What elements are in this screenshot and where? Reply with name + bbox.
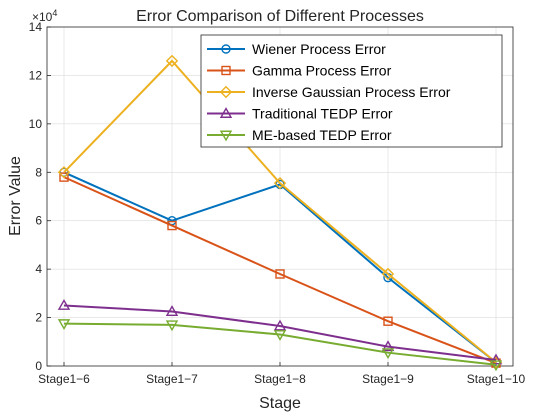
data-point-me-based-tedp-error bbox=[57, 319, 71, 331]
legend-items: Wiener Process Error Gamma Process Error I… bbox=[207, 41, 451, 143]
y-tick-label: 8 bbox=[35, 165, 42, 179]
data-point-gamma-process-error bbox=[383, 316, 393, 326]
series-line-me-based-tedp-error bbox=[63, 322, 497, 366]
y-exponent-label: ×104 bbox=[32, 8, 57, 24]
legend-item-inverse-gaussian-process-error: Inverse Gaussian Process Error bbox=[207, 84, 451, 100]
data-point-traditional-tedp-error bbox=[57, 299, 71, 310]
data-point-traditional-tedp-error bbox=[165, 305, 179, 316]
y-axis-title: Error Value bbox=[7, 156, 24, 236]
y-tick-label: 6 bbox=[35, 214, 42, 228]
series-inverse-gaussian-process-error bbox=[57, 54, 503, 369]
x-tick-label: Stage1−10 bbox=[467, 372, 526, 386]
y-tick-label: 10 bbox=[29, 117, 43, 131]
axes: 0 2 4 6 8 10 12 14 Stage1−6 Stage1−7 Stage1−8 Stage… bbox=[29, 20, 526, 386]
legend-box bbox=[200, 34, 503, 148]
legend-marker-me-based-tedp-error bbox=[219, 130, 233, 142]
legend-label-inverse-gaussian-process-error: Inverse Gaussian Process Error bbox=[252, 84, 451, 100]
series-group bbox=[57, 54, 503, 372]
data-point-me-based-tedp-error bbox=[165, 320, 179, 332]
legend: Wiener Process Error Gamma Process Error I… bbox=[200, 34, 503, 148]
legend-label-wiener-process-error: Wiener Process Error bbox=[252, 41, 386, 57]
legend-marker-wiener-process-error bbox=[221, 44, 231, 54]
y-tick-label: 12 bbox=[29, 68, 43, 82]
data-point-inverse-gaussian-process-error bbox=[381, 267, 395, 281]
data-point-me-based-tedp-error bbox=[273, 330, 287, 341]
y-tick-label: 14 bbox=[29, 20, 43, 34]
legend-marker-inverse-gaussian-process-error bbox=[219, 85, 233, 99]
axes-frame bbox=[46, 26, 514, 367]
y-exponent-power: 4 bbox=[52, 8, 57, 18]
y-tick-label: 2 bbox=[35, 311, 42, 325]
data-point-me-based-tedp-error bbox=[381, 348, 395, 360]
data-point-traditional-tedp-error bbox=[381, 340, 395, 352]
x-tick-label: Stage1−9 bbox=[362, 372, 414, 386]
legend-label-traditional-tedp-error: Traditional TEDP Error bbox=[252, 106, 393, 122]
legend-item-traditional-tedp-error: Traditional TEDP Error bbox=[207, 106, 393, 122]
data-point-gamma-process-error bbox=[167, 220, 177, 231]
x-tick-label: Stage1−6 bbox=[38, 372, 90, 386]
data-point-inverse-gaussian-process-error bbox=[273, 176, 287, 190]
series-line-gamma-process-error bbox=[63, 176, 497, 365]
data-point-inverse-gaussian-process-error bbox=[165, 54, 179, 68]
series-traditional-tedp-error bbox=[57, 299, 503, 365]
data-point-me-based-tedp-error bbox=[489, 360, 503, 372]
y-tick-label: 4 bbox=[35, 262, 42, 276]
legend-marker-traditional-tedp-error bbox=[219, 107, 233, 118]
legend-item-gamma-process-error: Gamma Process Error bbox=[207, 63, 392, 79]
legend-label-gamma-process-error: Gamma Process Error bbox=[252, 63, 392, 79]
legend-label-me-based-tedp-error: ME-based TEDP Error bbox=[252, 127, 392, 143]
legend-item-wiener-process-error: Wiener Process Error bbox=[207, 41, 386, 57]
chart-title: Error Comparison of Different Processes bbox=[136, 8, 424, 25]
data-point-traditional-tedp-error bbox=[489, 353, 503, 365]
data-point-traditional-tedp-error bbox=[273, 319, 287, 331]
legend-marker-gamma-process-error bbox=[221, 65, 231, 76]
data-point-gamma-process-error bbox=[59, 172, 69, 182]
series-line-inverse-gaussian-process-error bbox=[63, 59, 497, 364]
y-tick-label: 0 bbox=[35, 359, 42, 373]
data-point-inverse-gaussian-process-error bbox=[57, 166, 71, 179]
data-point-gamma-process-error bbox=[275, 269, 285, 279]
x-tick-label: Stage1−7 bbox=[146, 372, 198, 386]
legend-item-me-based-tedp-error: ME-based TEDP Error bbox=[207, 127, 392, 143]
series-line-traditional-tedp-error bbox=[63, 304, 497, 361]
x-axis-title: Stage bbox=[259, 395, 301, 412]
series-me-based-tedp-error bbox=[57, 319, 503, 372]
y-exponent-base: ×10 bbox=[32, 10, 53, 24]
x-tick-label: Stage1−8 bbox=[254, 372, 306, 386]
data-point-wiener-process-error bbox=[59, 167, 69, 177]
